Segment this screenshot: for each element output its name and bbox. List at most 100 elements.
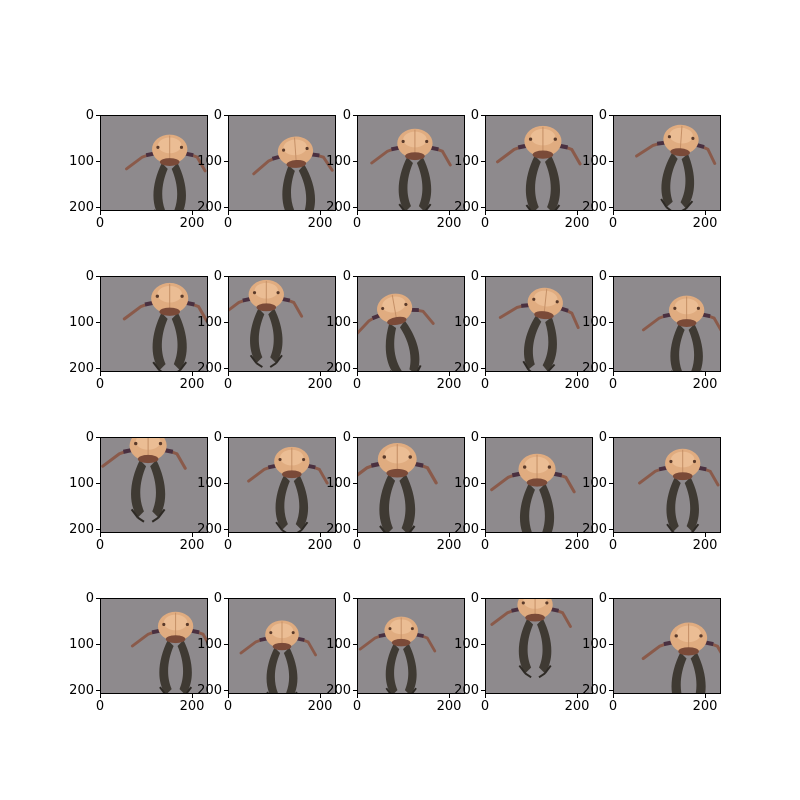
tick-mark (609, 161, 613, 162)
tick-mark (705, 533, 706, 537)
ant-head-image (229, 277, 335, 371)
tick-mark (96, 276, 100, 277)
tick-mark (485, 694, 486, 698)
y-tick-label: 100 (454, 476, 479, 491)
x-tick-label: 0 (480, 699, 490, 714)
tick-mark (481, 115, 485, 116)
y-tick-label: 200 (197, 361, 222, 376)
tick-mark (613, 211, 614, 215)
y-tick-label: 0 (470, 591, 479, 606)
x-tick-label: 200 (436, 699, 462, 714)
x-tick-label: 200 (436, 538, 462, 553)
tick-mark (100, 211, 101, 215)
tick-mark (96, 322, 100, 323)
tick-mark (320, 211, 321, 215)
y-tick-label: 200 (326, 200, 351, 215)
tick-mark (481, 529, 485, 530)
y-tick-label: 100 (197, 315, 222, 330)
tick-mark (481, 437, 485, 438)
tick-mark (613, 694, 614, 698)
y-tick-label: 0 (342, 430, 351, 445)
tick-mark (224, 598, 228, 599)
tick-mark (577, 372, 578, 376)
y-tick-label: 100 (326, 637, 351, 652)
image-panel (228, 437, 336, 533)
y-tick-label: 100 (197, 154, 222, 169)
x-tick-label: 0 (352, 216, 362, 231)
tick-mark (353, 161, 357, 162)
tick-mark (224, 207, 228, 208)
ant-head-image (358, 116, 464, 210)
x-tick-label: 0 (95, 216, 105, 231)
x-tick-label: 200 (307, 538, 333, 553)
tick-mark (96, 207, 100, 208)
tick-mark (353, 529, 357, 530)
y-tick-label: 0 (598, 108, 607, 123)
y-tick-label: 100 (454, 154, 479, 169)
y-tick-label: 100 (197, 476, 222, 491)
tick-mark (353, 598, 357, 599)
x-tick-label: 200 (436, 377, 462, 392)
x-tick-label: 200 (692, 377, 718, 392)
y-tick-label: 100 (582, 154, 607, 169)
y-tick-label: 0 (213, 430, 222, 445)
tick-mark (609, 437, 613, 438)
ant-head-image (486, 599, 592, 693)
image-panel (485, 115, 593, 211)
y-tick-label: 100 (69, 315, 94, 330)
y-tick-label: 0 (470, 269, 479, 284)
x-tick-label: 0 (352, 699, 362, 714)
tick-mark (224, 644, 228, 645)
x-tick-label: 200 (564, 538, 590, 553)
tick-mark (96, 690, 100, 691)
y-tick-label: 100 (69, 154, 94, 169)
image-panel (357, 437, 465, 533)
x-tick-label: 200 (307, 216, 333, 231)
x-tick-label: 0 (608, 699, 618, 714)
tick-mark (481, 322, 485, 323)
ant-head-image (358, 438, 464, 532)
tick-mark (705, 694, 706, 698)
tick-mark (353, 322, 357, 323)
tick-mark (192, 211, 193, 215)
image-panel (613, 437, 721, 533)
y-tick-label: 0 (85, 591, 94, 606)
y-tick-label: 200 (454, 200, 479, 215)
y-tick-label: 0 (470, 430, 479, 445)
y-tick-label: 200 (69, 522, 94, 537)
tick-mark (357, 211, 358, 215)
y-tick-label: 0 (598, 269, 607, 284)
tick-mark (96, 598, 100, 599)
tick-mark (485, 211, 486, 215)
tick-mark (449, 211, 450, 215)
ant-head-image (486, 116, 592, 210)
y-tick-label: 200 (454, 683, 479, 698)
tick-mark (224, 368, 228, 369)
tick-mark (481, 207, 485, 208)
tick-mark (228, 372, 229, 376)
ant-head-image (614, 599, 720, 693)
x-tick-label: 0 (95, 538, 105, 553)
tick-mark (481, 598, 485, 599)
x-tick-label: 200 (564, 377, 590, 392)
image-panel (485, 598, 593, 694)
ant-head-image (614, 438, 720, 532)
y-tick-label: 0 (598, 591, 607, 606)
y-tick-label: 200 (582, 361, 607, 376)
y-tick-label: 0 (213, 108, 222, 123)
x-tick-label: 0 (608, 216, 618, 231)
tick-mark (353, 207, 357, 208)
tick-mark (613, 533, 614, 537)
tick-mark (609, 115, 613, 116)
x-tick-label: 0 (223, 377, 233, 392)
y-tick-label: 0 (342, 591, 351, 606)
tick-mark (613, 372, 614, 376)
tick-mark (224, 115, 228, 116)
tick-mark (353, 644, 357, 645)
ant-head-image (229, 116, 335, 210)
tick-mark (705, 372, 706, 376)
ant-head-image (486, 438, 592, 532)
x-tick-label: 200 (436, 216, 462, 231)
image-panel (613, 598, 721, 694)
tick-mark (224, 690, 228, 691)
